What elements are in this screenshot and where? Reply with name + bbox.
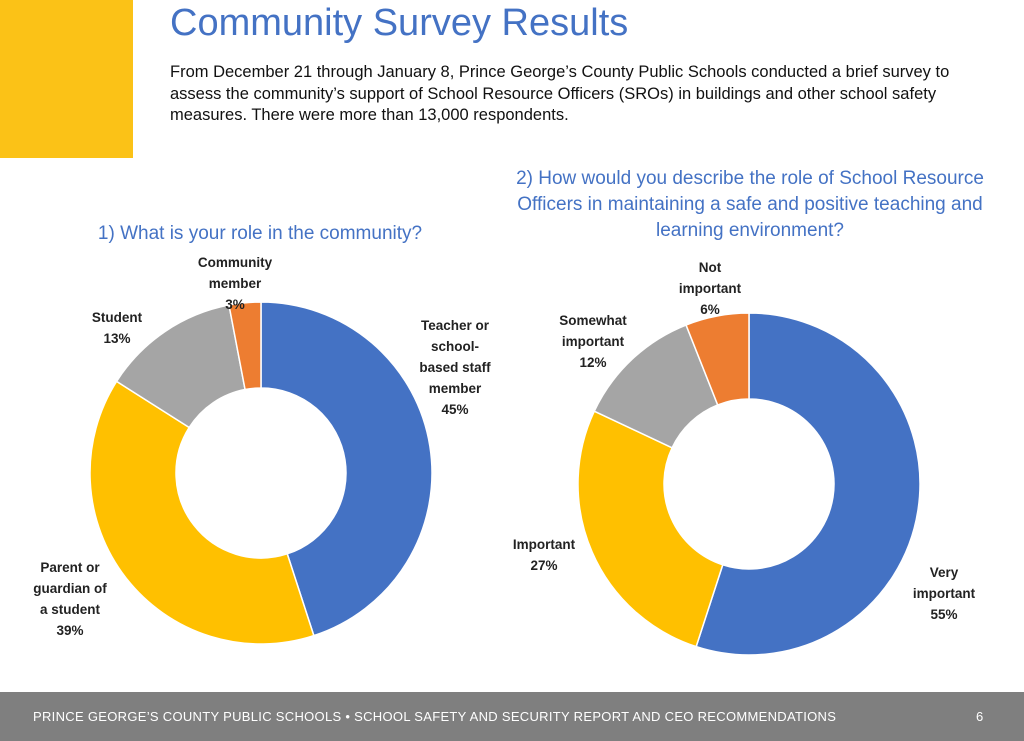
chart-1-slice-4 xyxy=(228,301,262,391)
page-title: Community Survey Results xyxy=(170,2,629,44)
footer-bar: PRINCE GEORGE’S COUNTY PUBLIC SCHOOLS • … xyxy=(0,692,1024,741)
chart-1-slice-1 xyxy=(260,301,433,637)
chart-2-data-label-2: Important 27% xyxy=(513,537,576,573)
intro-paragraph: From December 21 through January 8, Prin… xyxy=(170,63,950,124)
chart-1-data-label-2: Parent or guardian of a student 39% xyxy=(33,560,107,638)
chart-2-slice-4 xyxy=(685,312,750,406)
chart-2-data-label-3: Somewhat important 12% xyxy=(559,313,627,370)
chart-2-data-label-4: Not important 6% xyxy=(679,260,742,317)
chart-1-title: 1) What is your role in the community? xyxy=(97,223,423,244)
chart-2-slice-1 xyxy=(695,312,921,656)
chart-2-title: 2) How would you describe the role of Sc… xyxy=(516,168,984,241)
footer-text: PRINCE GEORGE’S COUNTY PUBLIC SCHOOLS • … xyxy=(33,709,837,724)
chart-1-data-label-3: Student 13% xyxy=(92,310,143,346)
chart-1-slice-2 xyxy=(89,380,315,645)
chart-2-data-label-1: Very important 55% xyxy=(913,565,976,622)
chart-2-slice-2 xyxy=(577,410,724,648)
page-number: 6 xyxy=(976,709,984,724)
accent-block xyxy=(0,0,133,158)
chart-1-data-label-1: Teacher or school-based staff member 45% xyxy=(419,318,491,417)
chart-1-data-label-4: Community member 3% xyxy=(198,255,273,312)
